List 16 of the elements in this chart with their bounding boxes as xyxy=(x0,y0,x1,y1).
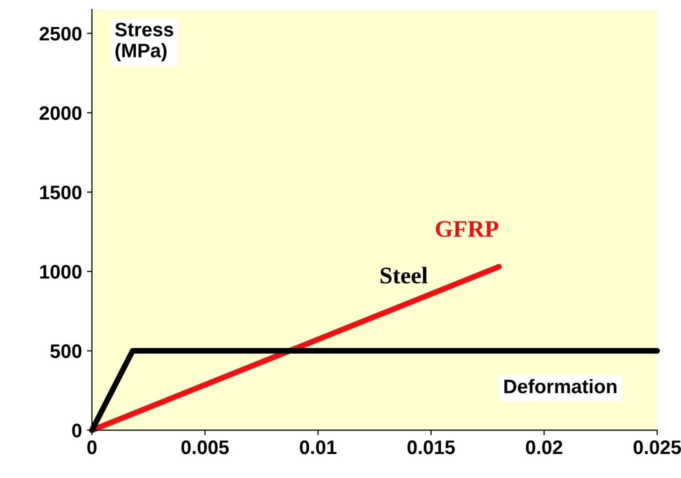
y-tick-label: 1500 xyxy=(40,186,82,200)
x-tick-label: 0.015 xyxy=(408,440,455,454)
y-tick-label: 2500 xyxy=(40,26,82,41)
y-tick-label: 2000 xyxy=(40,106,82,120)
series-label: GFRP xyxy=(436,221,498,237)
x-tick-label: 0.005 xyxy=(181,440,229,454)
x-tick-label: 0.025 xyxy=(634,440,681,454)
y-tick-label: 0 xyxy=(72,424,82,438)
text: Steel xyxy=(380,266,428,284)
y-tick-label: 1000 xyxy=(40,264,82,279)
x-tick-label: 0 xyxy=(87,440,97,454)
y-axis-title: Stress (MPa) xyxy=(115,22,174,62)
x-tick-label: 0.02 xyxy=(526,440,562,454)
y-tick-label: 500 xyxy=(50,344,82,358)
x-tick-label: 0.01 xyxy=(300,440,336,454)
x-axis-title: Deformation xyxy=(504,379,616,394)
